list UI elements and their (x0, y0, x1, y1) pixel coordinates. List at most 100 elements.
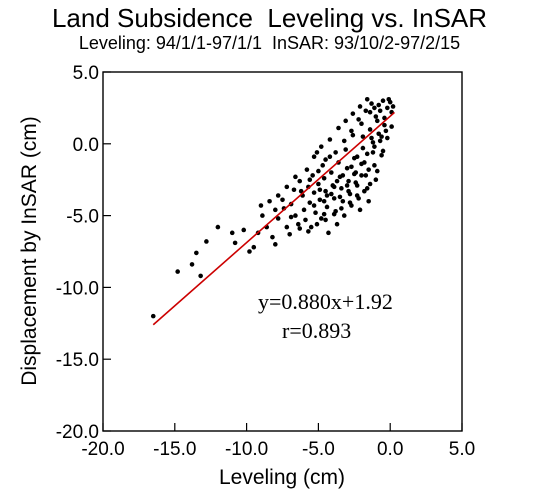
data-point (175, 269, 180, 274)
data-point (362, 188, 367, 194)
data-point (306, 229, 311, 234)
x-tick-label: -20.0 (81, 439, 124, 460)
data-point (357, 104, 363, 109)
data-point (247, 249, 252, 254)
data-point (297, 226, 303, 231)
data-point (323, 157, 328, 162)
data-point (314, 221, 320, 227)
data-point (293, 213, 298, 218)
data-point (366, 167, 371, 172)
data-point (150, 313, 156, 319)
data-point (387, 99, 393, 105)
data-point (376, 131, 382, 137)
data-point (258, 203, 264, 208)
data-point (311, 190, 317, 195)
data-point (194, 250, 199, 256)
data-point (374, 168, 380, 174)
data-point (367, 181, 373, 187)
data-point (260, 213, 265, 218)
data-point (321, 175, 327, 181)
data-point (314, 150, 320, 155)
data-point (329, 170, 334, 175)
data-point (369, 135, 374, 141)
data-point (311, 203, 317, 208)
data-point (366, 198, 371, 204)
data-point (327, 137, 333, 142)
data-point (382, 122, 387, 128)
x-tick-label: -5.0 (302, 439, 335, 460)
data-point (372, 105, 377, 111)
data-point (347, 200, 353, 205)
data-point (293, 174, 298, 180)
data-point (350, 111, 356, 116)
data-point (350, 132, 356, 138)
data-point (275, 216, 281, 221)
y-tick-label: -20.0 (56, 422, 99, 443)
data-point (337, 194, 343, 200)
data-point (385, 105, 390, 111)
data-point (369, 101, 374, 106)
data-point (316, 181, 321, 187)
data-point (329, 191, 334, 197)
data-point (380, 98, 386, 104)
data-points (150, 96, 396, 319)
data-point (370, 150, 376, 155)
chart-title: Land Subsidence Leveling vs. InSAR (51, 3, 488, 33)
data-point (297, 178, 303, 184)
data-point (280, 197, 285, 203)
data-point (336, 125, 341, 131)
data-point (232, 240, 238, 246)
data-point (316, 168, 321, 174)
data-point (363, 173, 369, 178)
data-point (377, 138, 383, 144)
data-point (284, 224, 290, 230)
data-point (349, 128, 354, 134)
data-point (374, 118, 380, 124)
data-point (308, 224, 314, 230)
data-point (275, 193, 281, 198)
x-tick-label: -10.0 (225, 439, 268, 460)
data-point (339, 206, 344, 211)
data-point (295, 221, 301, 227)
data-point (372, 163, 377, 168)
data-point (331, 211, 337, 217)
data-point (288, 214, 294, 220)
data-point (354, 193, 360, 198)
chart-subtitle: Leveling: 94/1/1-97/1/1 InSAR: 93/10/2-9… (78, 33, 461, 53)
data-point (346, 178, 351, 184)
data-point (311, 154, 317, 160)
data-point (298, 188, 304, 194)
data-point (198, 273, 203, 279)
data-point (341, 213, 347, 218)
data-point (364, 151, 370, 157)
y-tick-label: -10.0 (56, 278, 99, 299)
data-point (334, 221, 340, 227)
data-point (229, 230, 235, 236)
data-point (359, 121, 364, 126)
data-point (364, 96, 370, 102)
x-tick-label: 0.0 (377, 439, 403, 460)
data-point (367, 127, 373, 132)
data-point (349, 164, 354, 170)
data-point (284, 184, 290, 190)
data-point (334, 178, 340, 184)
x-axis-label: Leveling (cm) (219, 466, 345, 489)
data-point (321, 211, 327, 217)
data-point (382, 115, 387, 121)
data-point (343, 118, 348, 124)
data-point (383, 128, 389, 134)
data-point (385, 135, 390, 141)
data-point (273, 207, 278, 213)
data-point (267, 198, 272, 204)
data-point (241, 227, 247, 233)
data-point (357, 207, 363, 213)
data-point (331, 184, 337, 190)
data-point (189, 262, 195, 267)
data-point (343, 147, 348, 152)
data-point (291, 187, 297, 193)
data-point (215, 224, 221, 230)
data-point (379, 134, 384, 139)
data-point (251, 244, 257, 250)
data-point (333, 150, 338, 155)
